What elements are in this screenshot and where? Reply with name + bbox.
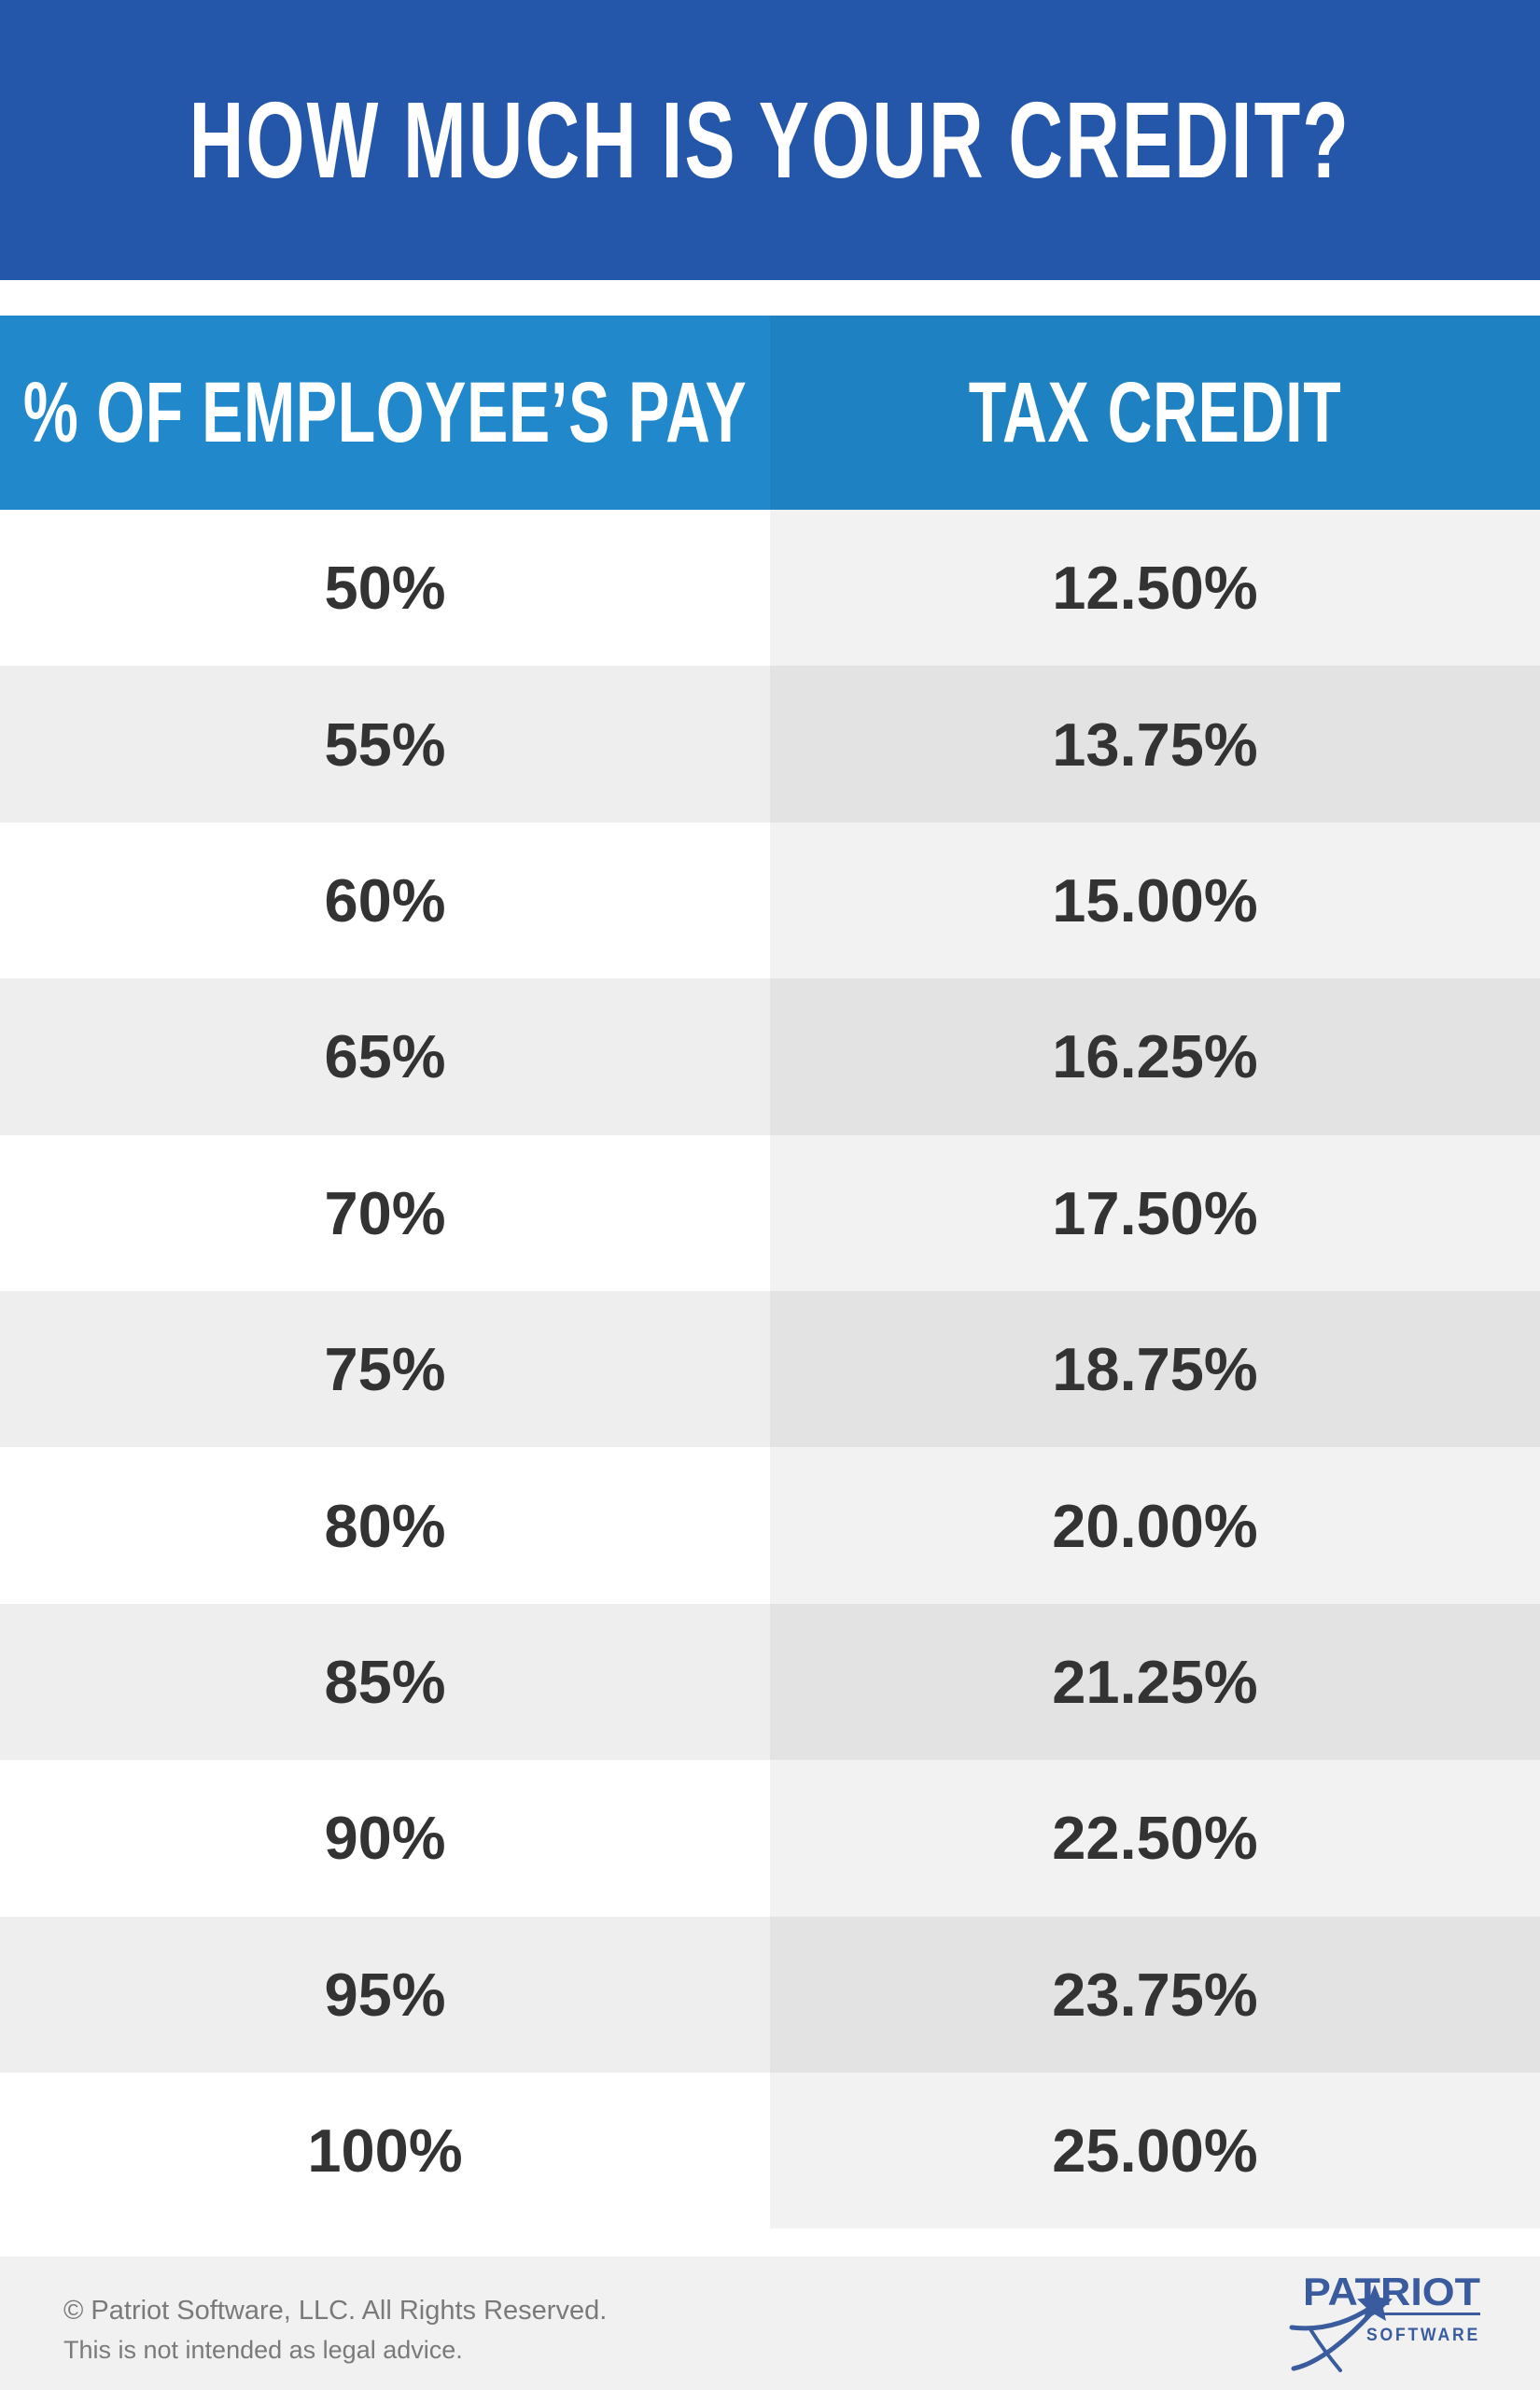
credit-cell: 25.00% bbox=[770, 2072, 1540, 2229]
pay-cell: 85% bbox=[0, 1603, 770, 1761]
title-divider bbox=[0, 280, 1540, 316]
table-row: 85% 21.25% bbox=[0, 1603, 1540, 1761]
credit-cell: 21.25% bbox=[770, 1603, 1540, 1761]
column-header-tax-credit: TAX CREDIT bbox=[770, 316, 1540, 510]
logo-subtext: SOFTWARE bbox=[1366, 2326, 1480, 2345]
disclaimer-text: This is not intended as legal advice. bbox=[63, 2336, 463, 2365]
pay-cell: 50% bbox=[0, 510, 770, 667]
footer: © Patriot Software, LLC. All Rights Rese… bbox=[0, 2256, 1540, 2390]
credit-cell: 18.75% bbox=[770, 1290, 1540, 1448]
table-row: 65% 16.25% bbox=[0, 978, 1540, 1135]
pay-cell: 80% bbox=[0, 1447, 770, 1604]
column-header-employee-pay: % OF EMPLOYEE’S PAY bbox=[0, 316, 770, 510]
credit-cell: 17.50% bbox=[770, 1134, 1540, 1291]
page-title: HOW MUCH IS YOUR CREDIT? bbox=[189, 79, 1351, 201]
table-row: 80% 20.00% bbox=[0, 1447, 1540, 1604]
pay-cell: 65% bbox=[0, 978, 770, 1135]
credit-cell: 22.50% bbox=[770, 1760, 1540, 1917]
star-icon bbox=[1357, 2285, 1393, 2322]
table-row: 100% 25.00% bbox=[0, 2072, 1540, 2229]
patriot-software-logo: PATRIOT SOFTWARE bbox=[1289, 2270, 1480, 2373]
credit-cell: 15.00% bbox=[770, 822, 1540, 979]
title-band: HOW MUCH IS YOUR CREDIT? bbox=[0, 0, 1540, 280]
pay-cell: 95% bbox=[0, 1916, 770, 2073]
logo-wordmark: PATRIOT bbox=[1303, 2270, 1480, 2313]
table-row: 95% 23.75% bbox=[0, 1916, 1540, 2073]
table-row: 50% 12.50% bbox=[0, 510, 1540, 667]
table-row: 90% 22.50% bbox=[0, 1760, 1540, 1917]
table-footer-divider bbox=[0, 2228, 1540, 2257]
pay-cell: 100% bbox=[0, 2072, 770, 2229]
credit-cell: 12.50% bbox=[770, 510, 1540, 667]
table-row: 70% 17.50% bbox=[0, 1134, 1540, 1291]
copyright-text: © Patriot Software, LLC. All Rights Rese… bbox=[63, 2296, 608, 2327]
pay-cell: 75% bbox=[0, 1290, 770, 1448]
table-row: 55% 13.75% bbox=[0, 666, 1540, 822]
credit-cell: 23.75% bbox=[770, 1916, 1540, 2073]
pay-cell: 60% bbox=[0, 822, 770, 979]
credit-cell: 13.75% bbox=[770, 666, 1540, 822]
pay-cell: 55% bbox=[0, 666, 770, 822]
pay-cell: 90% bbox=[0, 1760, 770, 1917]
shooting-star-swoosh-icon bbox=[1289, 2304, 1375, 2373]
logo-rule bbox=[1379, 2313, 1480, 2316]
table-row: 75% 18.75% bbox=[0, 1290, 1540, 1448]
table-row: 60% 15.00% bbox=[0, 822, 1540, 979]
credit-cell: 20.00% bbox=[770, 1447, 1540, 1604]
table-header-row: % OF EMPLOYEE’S PAY TAX CREDIT bbox=[0, 316, 1540, 510]
pay-cell: 70% bbox=[0, 1134, 770, 1291]
credit-cell: 16.25% bbox=[770, 978, 1540, 1135]
